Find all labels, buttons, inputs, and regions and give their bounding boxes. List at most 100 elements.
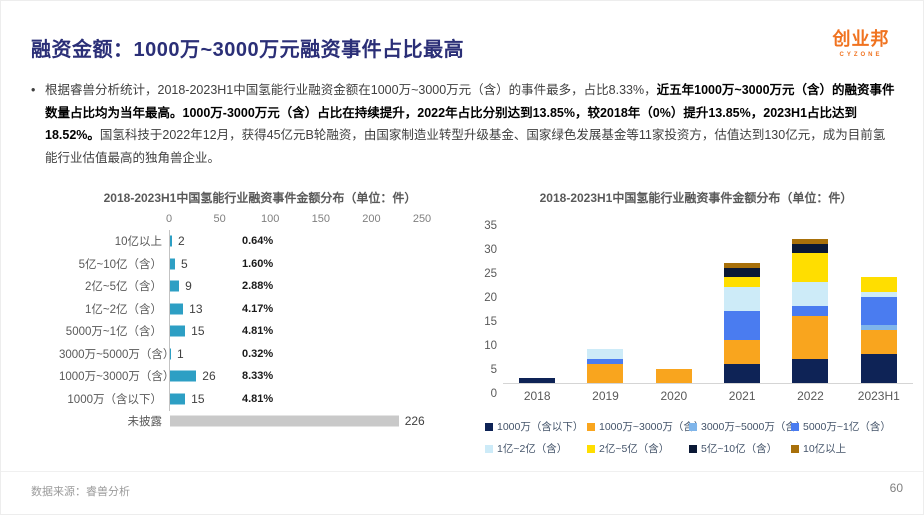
bar-track: 2 0.64% — [169, 230, 461, 253]
stacked-plot-area — [503, 216, 913, 384]
bar-slot — [845, 216, 913, 383]
legend-item: 1亿~2亿（含） — [485, 441, 587, 456]
legend-item: 1000万（含以下） — [485, 419, 587, 434]
value-label: 5 — [181, 256, 188, 271]
category-label: 1000万（含以下） — [67, 393, 162, 406]
hbar-chart-title: 2018-2023H1中国氢能行业融资事件金额分布（单位：件） — [103, 191, 417, 205]
bar-segment — [860, 296, 897, 326]
y-tick-label: 15 — [484, 316, 497, 328]
category-label: 2亿~5亿（含） — [84, 281, 162, 294]
bar — [170, 348, 171, 360]
x-category-label: 2018 — [523, 389, 551, 403]
bar-track: 9 2.88% — [169, 275, 461, 298]
bar-track: 15 4.81% — [169, 388, 461, 411]
legend-label: 1亿~2亿（含） — [497, 443, 568, 455]
hbar-row: 2亿~5亿（含） 9 2.88% — [59, 275, 461, 298]
legend-swatch — [791, 444, 799, 453]
x-category-label: 2023H1 — [857, 389, 900, 403]
bar-segment — [860, 354, 897, 383]
stacked-bar — [792, 239, 829, 383]
bar-slot — [640, 216, 708, 383]
bar-slot — [571, 216, 639, 383]
bar-segment — [724, 363, 761, 383]
category-label: 5000万~1亿（含） — [65, 326, 162, 339]
x-tick-label: 250 — [412, 213, 432, 225]
summary-text: 根据睿兽分析统计，2018-2023H1中国氢能行业融资金额在1000万~300… — [45, 79, 897, 169]
category-label: 10亿以上 — [114, 236, 162, 249]
bar — [170, 280, 180, 292]
stacked-bar — [724, 263, 761, 383]
value-label: 13 — [189, 301, 203, 316]
y-tick-label: 10 — [484, 340, 497, 352]
percent-label: 1.60% — [242, 257, 274, 270]
bar-segment — [724, 277, 761, 288]
x-category-label: 2019 — [592, 389, 619, 403]
stacked-bar-chart: 2018-2023H1中国氢能行业融资事件金额分布（单位：件） 0 5 10 15 20… — [479, 189, 913, 456]
legend-swatch — [587, 422, 595, 431]
legend-swatch — [689, 444, 697, 453]
value-label: 1 — [177, 346, 184, 361]
x-tick-label: 200 — [362, 213, 381, 225]
hbar-row: 5亿~10亿（含） 5 1.60% — [59, 253, 461, 276]
category-label: 5亿~10亿（含） — [78, 258, 162, 271]
stacked-bar — [655, 368, 692, 383]
x-tick-label: 0 — [165, 213, 173, 225]
bar-segment — [860, 330, 897, 355]
logo-subtext: CYZONE — [839, 52, 883, 58]
bar-segment — [860, 325, 897, 331]
hbar-row: 5000万~1亿（含） 15 4.81% — [59, 320, 461, 343]
hbar-row: 未披露 226 — [59, 410, 461, 433]
bar-track: 26 8.33% — [169, 365, 461, 388]
y-tick-label: 20 — [484, 292, 497, 304]
bar-segment — [792, 239, 829, 244]
legend-label: 1000万（含以下） — [497, 421, 584, 433]
category-label: 1000万~3000万（含） — [59, 371, 175, 384]
legend-swatch — [689, 422, 697, 431]
legend-item: 3000万~5000万（含） — [689, 419, 806, 434]
bar-segment — [587, 363, 624, 383]
bar-segment — [655, 368, 692, 383]
bar-segment — [792, 243, 829, 254]
legend-item: 5000万~1亿（含） — [791, 419, 893, 434]
stacked-x-axis: 2018 2019 2020 2021 2022 2023H1 — [479, 384, 913, 403]
bar — [170, 393, 186, 405]
value-label: 2 — [178, 234, 185, 249]
hbar-row: 1000万（含以下） 15 4.81% — [59, 388, 461, 411]
x-category-label: 2021 — [728, 389, 756, 403]
stacked-bar — [587, 349, 624, 383]
x-category-label: 2022 — [797, 389, 824, 403]
bar-segment — [724, 263, 761, 268]
percent-label: 0.32% — [242, 347, 274, 360]
value-label: 15 — [191, 391, 205, 406]
stacked-bar — [860, 277, 897, 383]
bar — [170, 258, 176, 270]
value-label: 226 — [404, 414, 425, 429]
percent-label: 8.33% — [242, 370, 274, 383]
legend-item: 1000万~3000万（含） — [587, 419, 704, 434]
bar-track: 5 1.60% — [169, 253, 461, 276]
percent-label: 4.81% — [242, 392, 274, 405]
y-tick-label: 35 — [484, 220, 497, 232]
legend-label: 1000万~3000万（含） — [599, 421, 705, 433]
hbar-x-axis: 0 50 100 150 200 250 — [165, 212, 431, 230]
hbar-rows: 10亿以上 2 0.64% 5亿~10亿（含） 5 1.60% 2亿~5亿（含） 9 2.88%… — [59, 230, 461, 433]
hbar-chart: 2018-2023H1中国氢能行业融资事件金额分布（单位：件） 0 50 100 15… — [59, 189, 461, 433]
bar-segment — [792, 359, 829, 383]
percent-label: 0.64% — [242, 235, 274, 248]
cyzone-logo: 创业邦 CYZONE — [815, 25, 907, 58]
bar-segment — [724, 267, 761, 278]
category-label: 未披露 — [127, 416, 163, 429]
legend-item: 5亿~10亿（含） — [689, 441, 791, 456]
x-tick-label: 100 — [261, 213, 280, 225]
x-tick-label: 150 — [311, 213, 330, 225]
value-label: 26 — [202, 369, 216, 384]
bar — [170, 415, 399, 427]
legend-item: 2亿~5亿（含） — [587, 441, 689, 456]
x-category-label: 2020 — [660, 389, 688, 403]
bar-segment — [724, 311, 761, 340]
legend-label: 2亿~5亿（含） — [599, 443, 670, 455]
bar-segment — [587, 359, 624, 364]
bar-track: 13 4.17% — [169, 298, 461, 321]
bar-segment — [792, 282, 829, 307]
